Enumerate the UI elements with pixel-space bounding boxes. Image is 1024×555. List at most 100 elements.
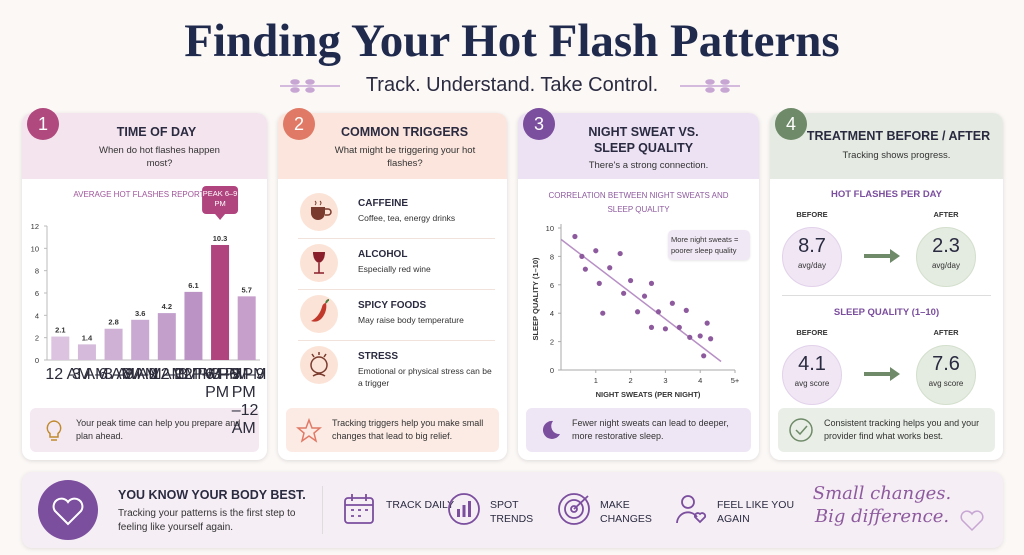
panel-title: TREATMENT BEFORE / AFTER (806, 129, 991, 143)
bar (184, 291, 203, 360)
x-tick-label: 12 AM –3 AM (45, 366, 141, 383)
y-tick-label: 0 (550, 366, 554, 375)
value-label: 3.6 (135, 309, 145, 318)
y-tick-label: 4 (35, 311, 39, 320)
panel-question: There's a strong connection. (588, 160, 709, 171)
arrow-shape (864, 249, 900, 263)
after-value: 7.6 (932, 353, 960, 375)
y-tick-label: 0 (35, 356, 39, 365)
before-label: BEFORE (796, 328, 828, 337)
point (683, 307, 689, 313)
annotation: PEAK 6–9 PM (202, 189, 238, 208)
y-tick-label: 6 (35, 289, 39, 298)
moon-icon (542, 420, 560, 439)
y-tick-label: 8 (35, 267, 39, 276)
point (704, 320, 710, 326)
x-tick-label: 9 PM –12 AM (231, 366, 259, 437)
value-label: 5.7 (241, 285, 251, 294)
tip-box: Tracking triggers help you make small ch… (286, 408, 499, 452)
value-label: 1.4 (82, 333, 93, 342)
tip-box: Consistent tracking helps you and your p… (778, 408, 995, 452)
panel: COMMON TRIGGERS What might be triggering… (278, 113, 507, 460)
footer: YOU KNOW YOUR BODY BEST. Tracking your p… (22, 472, 1003, 548)
panel-question: What might be triggering your hot flashe… (334, 145, 476, 169)
check-icon (789, 418, 813, 442)
divider (322, 486, 323, 534)
trigger-name: CAFFEINE (358, 198, 408, 209)
y-tick-label: 2 (550, 338, 554, 347)
before-unit: avg score (794, 379, 830, 388)
before-circle (782, 345, 842, 405)
point (648, 324, 655, 330)
point (628, 277, 634, 284)
subtitle-ornaments (280, 79, 740, 93)
bar (211, 244, 230, 360)
x-tick-label: 3 PM –6 PM (178, 366, 267, 383)
bar (77, 344, 96, 360)
trigger-name: SPICY FOODS (358, 300, 427, 311)
value-label: 10.3 (213, 234, 228, 243)
point (582, 266, 588, 272)
point (593, 248, 599, 254)
after-circle (916, 227, 976, 287)
after-label: AFTER (933, 328, 959, 337)
panel-title: TIME OF DAY (116, 125, 197, 139)
point (708, 336, 714, 342)
point (669, 300, 675, 306)
panel-title: COMMON TRIGGERS (340, 125, 469, 139)
after-label: AFTER (933, 210, 959, 219)
icon-bg (300, 346, 338, 384)
value-label: 4.2 (162, 302, 172, 311)
trigger-desc: Coffee, tea, energy drinks (358, 213, 456, 223)
divider (298, 238, 495, 239)
x-tick-label: 5+ (731, 376, 740, 385)
point (621, 290, 627, 296)
x-tick-label: 3 AM –6 AM (71, 366, 159, 383)
bar (104, 328, 123, 360)
x-tick-label: 3 (663, 376, 667, 385)
before-circle (782, 227, 842, 287)
point (676, 324, 682, 330)
panel-title: NIGHT SWEAT VS. SLEEP QUALITY (588, 125, 699, 155)
x-tick-label: 9 AM –12 PM (125, 366, 222, 383)
icon-glyph (310, 352, 328, 377)
divider (298, 289, 495, 290)
value-label: 2.1 (55, 326, 65, 335)
panel: TIME OF DAY When do hot flashes happen m… (22, 113, 267, 460)
trigger-icon (300, 244, 338, 282)
panel-header (518, 113, 759, 179)
point (697, 333, 703, 339)
point (600, 310, 606, 316)
panel-question: When do hot flashes happen most? (99, 145, 220, 169)
arrow (864, 367, 900, 381)
panel-header (22, 113, 267, 179)
panel-header (278, 113, 507, 179)
before-label: BEFORE (796, 210, 828, 219)
bulb-icon (46, 420, 62, 441)
annotation: More night sweats = poorer sleep quality (668, 230, 750, 260)
tip-text: Fewer night sweats can lead to deeper, m… (572, 418, 729, 441)
point (687, 334, 693, 340)
point (648, 280, 655, 286)
y-axis-label: SLEEP QUALITY (1–10) (531, 257, 540, 341)
tip-text: Tracking triggers help you make small ch… (332, 418, 484, 441)
before-value: 4.1 (798, 353, 826, 375)
point (596, 280, 602, 286)
panel: NIGHT SWEAT VS. SLEEP QUALITY There's a … (518, 113, 759, 460)
divider (782, 295, 991, 296)
panel-header (770, 113, 1003, 179)
tip-box: Fewer night sweats can lead to deeper, m… (526, 408, 751, 452)
heart-doodle (960, 510, 984, 532)
point (617, 250, 623, 257)
trigger-name: STRESS (358, 351, 399, 362)
point (572, 233, 578, 240)
before-unit: avg/day (797, 261, 827, 270)
y-tick-label: 8 (550, 252, 554, 261)
x-tick-label: 12 PM –3 PM (151, 366, 249, 383)
trigger-desc: Emotional or physical stress can be a tr… (358, 366, 492, 388)
person-icon (676, 495, 707, 524)
bar (237, 296, 256, 360)
y-tick-label: 10 (546, 224, 554, 233)
